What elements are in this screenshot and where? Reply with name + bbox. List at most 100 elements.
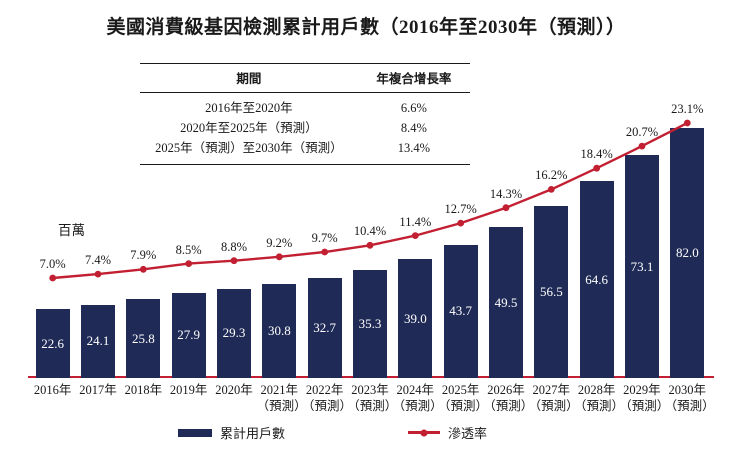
x-axis-label-2019年: 2019年 bbox=[169, 383, 208, 397]
x-axis-label-2016年: 2016年 bbox=[33, 383, 72, 397]
penetration-value-label: 7.0% bbox=[39, 257, 66, 271]
line-dot bbox=[502, 204, 510, 212]
unit-label: 百萬 bbox=[58, 223, 85, 238]
x-axis: 2016年 2017年 2018年 2019年 2020年 2021年 （預測） 2022年（… bbox=[30, 382, 715, 415]
penetration-value-label: 23.1% bbox=[671, 101, 704, 116]
bar-2016年: 22.6 bbox=[35, 309, 70, 378]
bar-value-label: 35.3 bbox=[358, 316, 382, 332]
bar-value-label: 64.6 bbox=[585, 271, 609, 287]
table-header-period: 期間 bbox=[140, 63, 358, 93]
bar-2023年: 35.3 bbox=[353, 270, 387, 378]
bar-2025年: 43.7 bbox=[443, 244, 478, 378]
table-cell-period: 2016年至2020年 bbox=[205, 101, 293, 115]
chart-legend: 累計用戶數 滲透率 bbox=[0, 423, 732, 441]
bar-2024年: 39.0 bbox=[398, 259, 433, 378]
line-dot bbox=[230, 257, 238, 265]
cagr-table: 期間 年複合增長率 2016年至2020年 6.6% 2020年至2025年（預… bbox=[140, 63, 470, 165]
table-cell-rate: 13.4% bbox=[397, 140, 431, 155]
penetration-value-label: 7.9% bbox=[130, 248, 157, 263]
x-axis-label-2022年: 2022年 （預測） bbox=[301, 383, 352, 414]
penetration-value-label: 8.5% bbox=[175, 242, 202, 257]
table-header-cagr: 年複合增長率 bbox=[357, 63, 470, 93]
bar-2020年: 29.3 bbox=[217, 288, 251, 378]
bar-2022年: 32.7 bbox=[307, 278, 342, 378]
x-axis-label-2020年: 2020年 bbox=[215, 383, 253, 397]
bar-value-label: 29.3 bbox=[222, 325, 246, 341]
penetration-value-label: 12.7% bbox=[444, 202, 477, 217]
line-swatch-icon bbox=[408, 429, 440, 436]
table-row: 2016年至2020年 6.6% bbox=[140, 93, 470, 119]
bar-value-label: 73.1 bbox=[630, 258, 654, 274]
x-axis-label-2028年: 2028年 （預測） bbox=[573, 383, 624, 414]
line-dot bbox=[457, 219, 465, 227]
penetration-line-layer bbox=[49, 119, 691, 282]
x-axis-label-2025年: 2025年 （預測） bbox=[437, 383, 488, 414]
legend-users-label: 累計用戶數 bbox=[220, 426, 286, 441]
page-title: 美國消費級基因檢測累計用戶數（2016年至2030年（預測）） bbox=[106, 17, 626, 38]
table-row: 2020年至2025年（預測） 8.4% bbox=[140, 118, 470, 138]
penetration-value-label: 20.7% bbox=[625, 125, 659, 140]
legend-item-users: 累計用戶數 bbox=[178, 423, 285, 442]
bar-value-label: 27.9 bbox=[177, 327, 201, 343]
line-dot bbox=[321, 248, 329, 256]
penetration-value-label: 11.4% bbox=[399, 214, 432, 229]
x-axis-label-2027年: 2027年 （預測） bbox=[528, 383, 579, 414]
penetration-value-label: 9.7% bbox=[311, 231, 338, 245]
bar-value-label: 22.6 bbox=[41, 335, 65, 351]
x-axis-label-2026年: 2026年 （預測） bbox=[483, 383, 534, 414]
bar-value-label: 43.7 bbox=[449, 303, 473, 319]
line-dot bbox=[366, 241, 374, 249]
line-dot bbox=[593, 164, 601, 172]
legend-penetration-label: 滲透率 bbox=[448, 426, 488, 441]
line-dot-icon bbox=[420, 429, 428, 436]
line-dot bbox=[139, 265, 147, 273]
bar-2019年: 27.9 bbox=[171, 292, 206, 378]
x-axis-label-2030年: 2030年 （預測） bbox=[664, 383, 715, 414]
bar-2017年: 24.1 bbox=[81, 304, 115, 378]
line-dot bbox=[49, 274, 57, 282]
bar-value-label: 39.0 bbox=[403, 310, 427, 326]
penetration-value-label: 10.4% bbox=[353, 224, 387, 239]
bar-value-label: 49.5 bbox=[494, 294, 518, 310]
table-cell-rate: 8.4% bbox=[400, 120, 427, 135]
line-dot bbox=[275, 253, 283, 261]
table-cell-period: 2020年至2025年（預測） bbox=[180, 120, 318, 135]
bar-2027年: 56.5 bbox=[534, 205, 569, 378]
table-cell-period: 2025年（預測）至2030年（預測） bbox=[155, 140, 343, 155]
bar-2021年: 30.8 bbox=[262, 284, 297, 378]
x-axis-label-2018年: 2018年 bbox=[124, 383, 163, 397]
penetration-value-label: 9.2% bbox=[266, 235, 293, 250]
line-dot bbox=[185, 260, 193, 267]
bar-value-label: 25.8 bbox=[131, 330, 155, 346]
bar-2029年: 73.1 bbox=[625, 155, 659, 378]
line-dot bbox=[547, 186, 555, 193]
line-dot bbox=[683, 119, 691, 127]
penetration-value-label: 7.4% bbox=[84, 253, 112, 268]
table-row: 2025年（預測）至2030年（預測） 13.4% bbox=[140, 138, 470, 164]
legend-item-penetration: 滲透率 bbox=[408, 423, 487, 442]
x-axis-label-2021年: 2021年 （預測） bbox=[256, 383, 307, 414]
bar-2028年: 64.6 bbox=[579, 181, 614, 378]
x-axis-label-2029年: 2029年 （預測） bbox=[619, 383, 670, 414]
x-axis-label-2023年: 2023年 （預測） bbox=[347, 383, 398, 414]
bar-swatch-icon bbox=[178, 428, 212, 437]
penetration-value-label: 18.4% bbox=[580, 147, 613, 162]
line-dot bbox=[638, 142, 646, 150]
penetration-value-label: 14.3% bbox=[489, 186, 523, 201]
bar-2026年: 49.5 bbox=[489, 227, 523, 378]
chart-area: 百萬 22.6 7.0% 24.1 7.4% 25.8 7.9% 27.9 8.5% 29.3 8… bbox=[28, 95, 714, 378]
penetration-value-label: 8.8% bbox=[220, 239, 248, 254]
table-cell-rate: 6.6% bbox=[400, 101, 427, 115]
bar-2030年: 82.0 bbox=[670, 128, 705, 378]
bar-value-label: 32.7 bbox=[313, 320, 337, 336]
line-dot bbox=[411, 232, 419, 240]
bar-value-label: 24.1 bbox=[86, 333, 110, 349]
line-dot bbox=[94, 270, 102, 278]
bar-2018年: 25.8 bbox=[126, 299, 161, 378]
bar-value-label: 56.5 bbox=[539, 283, 563, 299]
bar-value-label: 82.0 bbox=[675, 245, 699, 260]
bar-value-label: 30.8 bbox=[267, 323, 291, 339]
penetration-value-label: 16.2% bbox=[535, 168, 568, 183]
x-axis-label-2017年: 2017年 bbox=[79, 383, 117, 397]
